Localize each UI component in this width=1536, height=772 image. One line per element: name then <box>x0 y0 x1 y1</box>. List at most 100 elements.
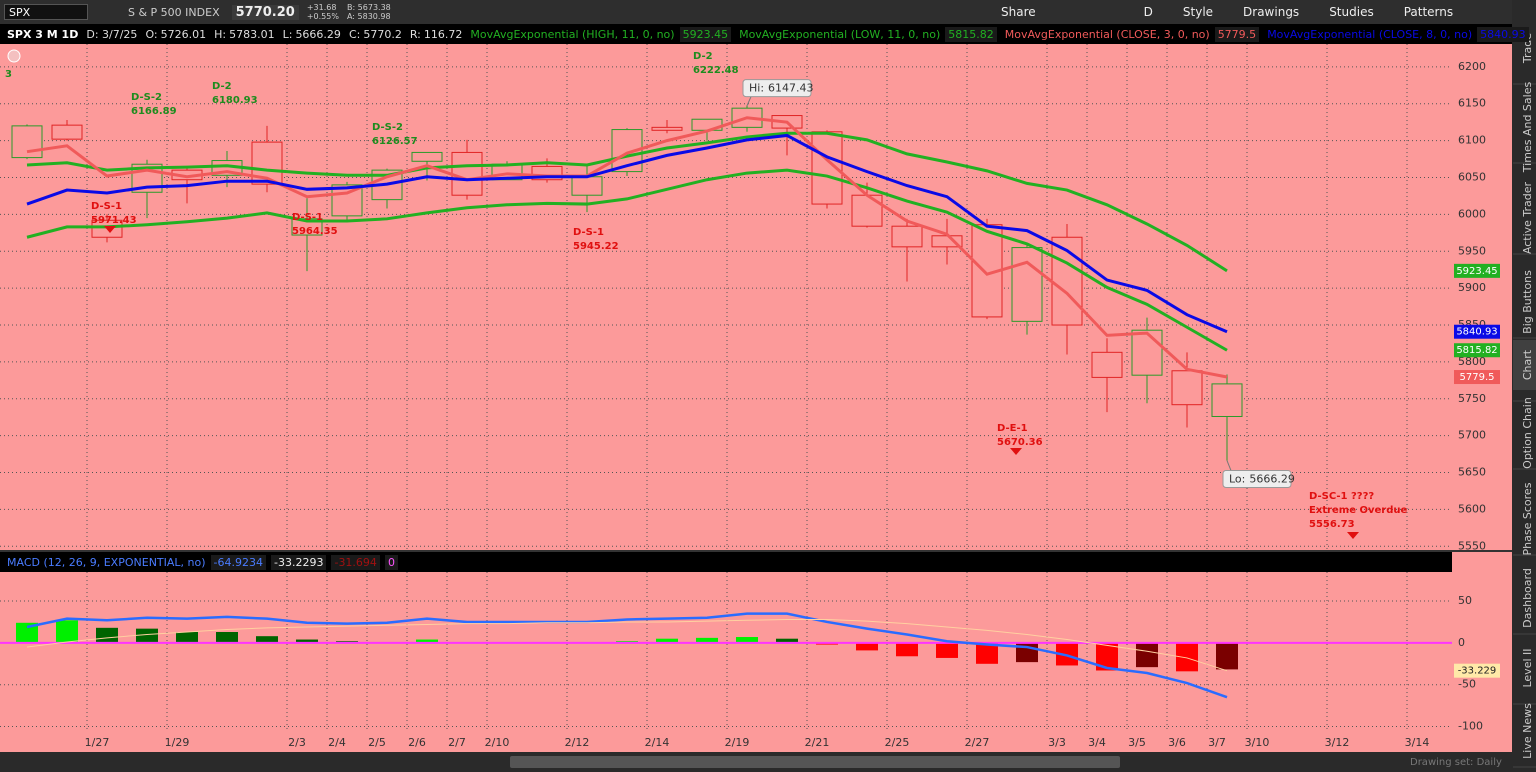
macd-title: MACD (12, 26, 9, EXPONENTIAL, no) <box>7 555 206 569</box>
x-tick-label: 2/4 <box>328 736 346 749</box>
toolbar-button[interactable]: D <box>1143 5 1153 19</box>
zero-value: 0 <box>384 554 398 570</box>
chart-title: SPX 3 M 1D <box>7 27 79 41</box>
price-badge <box>1454 263 1500 278</box>
sidebar-tab[interactable]: Option Chain <box>1521 397 1534 469</box>
scroll-thumb[interactable] <box>510 756 1120 768</box>
x-tick-label: 2/5 <box>368 736 386 749</box>
candle-body <box>1091 351 1123 378</box>
annotation-arrow <box>1010 448 1022 455</box>
last-price: 5770.20 <box>231 4 299 20</box>
histogram-bar <box>96 627 118 643</box>
toolbar-button[interactable]: Studies <box>1329 5 1374 19</box>
x-tick-label: 3/14 <box>1405 736 1430 749</box>
signal-badge-label: -33.229 <box>1458 666 1497 677</box>
x-tick-label: 1/27 <box>85 736 110 749</box>
annotation-label: 3 <box>5 69 12 80</box>
price-badge-label: 5815.82 <box>1456 345 1497 356</box>
price-badge-label: 5840.93 <box>1456 327 1497 338</box>
range-label: R: <box>409 27 421 41</box>
ohlc-value: 5770.2 <box>363 27 402 41</box>
info-icon[interactable] <box>7 49 21 63</box>
annotation-value: 5945.22 <box>573 241 619 252</box>
x-tick-label: 2/6 <box>408 736 426 749</box>
chart-header: SPX 3 M 1D D: 3/7/25 O: 5726.01 H: 5783.01 L: 5… <box>0 24 1529 44</box>
x-tick-label: 2/12 <box>565 736 590 749</box>
toolbar-buttons: Share D Style Drawings Studies Patterns <box>975 0 1453 24</box>
price-badge-label: 5923.45 <box>1456 266 1497 277</box>
histogram-bar <box>736 637 758 643</box>
histogram-bar <box>856 642 878 651</box>
y-tick-label: -100 <box>1458 720 1483 733</box>
ema-line <box>26 133 1228 334</box>
ohlc-value: 5726.01 <box>160 27 207 41</box>
bid: B: 5673.38 <box>346 3 391 12</box>
histogram-bar <box>1176 642 1198 672</box>
y-tick-label: 5900 <box>1458 281 1486 294</box>
histogram-bar <box>1216 642 1238 670</box>
x-tick-label: 2/10 <box>485 736 510 749</box>
bubble-label: Hi: <box>749 82 764 95</box>
histogram-bar <box>416 639 438 643</box>
y-tick-label: 5950 <box>1458 244 1486 257</box>
annotation-label: D-SC-1 ???? <box>1309 491 1374 502</box>
x-tick-label: 3/3 <box>1048 736 1066 749</box>
annotation-value: 6180.93 <box>212 95 258 106</box>
change: +31.68 <box>306 3 337 12</box>
symbol-input[interactable]: SPX <box>4 4 88 20</box>
histogram-bar <box>296 639 318 643</box>
annotation-value: 6166.89 <box>131 106 177 117</box>
toolbar-button[interactable]: Share <box>1001 5 1036 19</box>
annotation-label: D-S-1 <box>292 212 323 223</box>
candle-body <box>1011 247 1043 322</box>
x-tick-label: 2/7 <box>448 736 466 749</box>
ema-line <box>26 131 1228 273</box>
histogram-bar <box>56 620 78 643</box>
candle-body <box>571 176 603 196</box>
toolbar-button[interactable]: Style <box>1182 5 1214 19</box>
annotation-label: D-S-1 <box>91 201 122 212</box>
annotation-arrow <box>1347 532 1359 539</box>
sidebar-tab[interactable]: Chart <box>1521 349 1534 380</box>
ohlc-value: 5666.29 <box>295 27 341 41</box>
bubble-text: Hi: 6147.43 <box>749 82 814 95</box>
y-tick-label: 5650 <box>1458 466 1486 479</box>
sidebar-tab[interactable]: Dashboard <box>1521 568 1534 628</box>
candle-body <box>891 225 923 248</box>
x-tick-label: 2/27 <box>965 736 990 749</box>
panel-separator <box>0 550 1512 552</box>
header-bg <box>0 24 1512 44</box>
sidebar-tab[interactable]: Live News <box>1521 703 1534 759</box>
change-stack: +31.68 +0.55% <box>307 3 339 21</box>
study-value: 5840.93 <box>1477 26 1529 42</box>
toolbar-button[interactable]: Drawings <box>1243 5 1300 19</box>
histogram-bar <box>656 638 678 643</box>
sidebar-tab[interactable]: Level II <box>1521 648 1534 687</box>
toolbar-button[interactable]: Patterns <box>1403 5 1454 19</box>
sidebar-tab[interactable]: Active Trader <box>1521 181 1534 254</box>
histogram-bar <box>1096 642 1118 671</box>
symbol-description: S & P 500 INDEX <box>128 5 220 19</box>
sidebar-tab[interactable]: Phase Scores <box>1521 482 1534 555</box>
histogram-bar <box>976 642 998 664</box>
y-tick-label: 6050 <box>1458 171 1486 184</box>
y-tick-label: 6100 <box>1458 134 1486 147</box>
x-tick-label: 3/7 <box>1208 736 1226 749</box>
annotation-label: Extreme Overdue <box>1309 505 1407 516</box>
bubble <box>742 79 812 98</box>
study-legend: MovAvgExponential (CLOSE, 3, 0, no) <box>1004 27 1210 41</box>
annotation-value: 5670.36 <box>997 437 1043 448</box>
bubble-label: Lo: <box>1229 473 1245 486</box>
sidebar-tab[interactable]: Big Buttons <box>1521 270 1534 334</box>
candle-body <box>651 126 683 131</box>
histogram-bar <box>1136 642 1158 668</box>
annotation-label: D-S-2 <box>131 92 162 103</box>
drawing-set: Drawing set: Daily <box>1410 757 1502 768</box>
bubble-text: Lo: 5666.29 <box>1229 473 1295 486</box>
study-value: 5815.82 <box>945 26 997 42</box>
study-legend: MovAvgExponential (LOW, 11, 0, no) <box>739 27 941 41</box>
histogram-bar <box>216 632 238 643</box>
candle-body <box>11 125 43 159</box>
sidebar-tab[interactable]: Times And Sales <box>1521 82 1534 174</box>
range-value: 116.72 <box>423 27 463 41</box>
